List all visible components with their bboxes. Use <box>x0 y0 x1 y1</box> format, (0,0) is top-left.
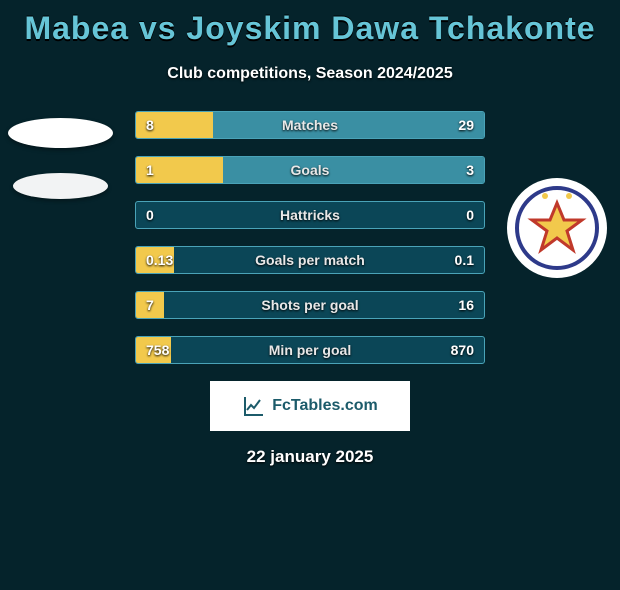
stat-value-right: 0.1 <box>455 247 474 273</box>
player-a-club-logo <box>8 118 113 223</box>
stat-bar-goals: 1Goals3 <box>135 156 485 184</box>
player-b-club-logo <box>507 178 612 283</box>
brand-watermark: FcTables.com <box>210 381 410 431</box>
stat-value-right: 29 <box>458 112 474 138</box>
stat-bar-matches: 8Matches29 <box>135 111 485 139</box>
season-subtitle: Club competitions, Season 2024/2025 <box>0 65 620 83</box>
brand-label: FcTables.com <box>272 397 378 415</box>
stat-label: Shots per goal <box>136 292 484 318</box>
stat-label: Matches <box>136 112 484 138</box>
stat-label: Hattricks <box>136 202 484 228</box>
stat-bar-hattricks: 0Hattricks0 <box>135 201 485 229</box>
stat-bar-min-per-goal: 758Min per goal870 <box>135 336 485 364</box>
comparison-bars: 8Matches291Goals30Hattricks00.13Goals pe… <box>135 111 485 364</box>
chart-icon <box>242 394 266 418</box>
stat-bar-goals-per-match: 0.13Goals per match0.1 <box>135 246 485 274</box>
stat-label: Min per goal <box>136 337 484 363</box>
stat-value-right: 0 <box>466 202 474 228</box>
stat-bar-shots-per-goal: 7Shots per goal16 <box>135 291 485 319</box>
stat-label: Goals <box>136 157 484 183</box>
stat-label: Goals per match <box>136 247 484 273</box>
stat-value-right: 3 <box>466 157 474 183</box>
stat-value-right: 16 <box>458 292 474 318</box>
stat-value-right: 870 <box>451 337 474 363</box>
generation-date: 22 january 2025 <box>0 447 620 467</box>
comparison-title: Mabea vs Joyskim Dawa Tchakonte <box>0 10 620 47</box>
